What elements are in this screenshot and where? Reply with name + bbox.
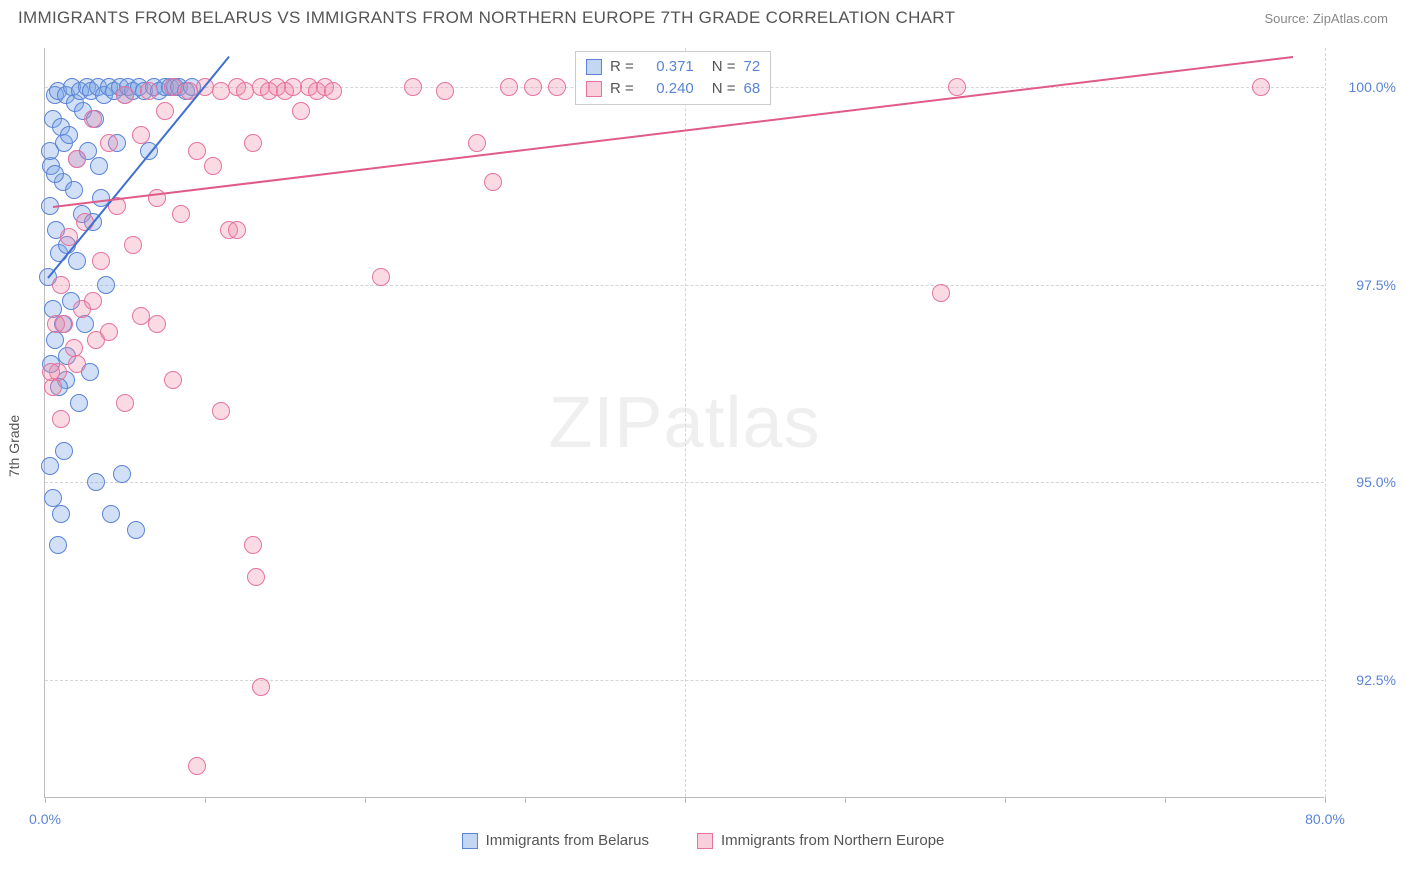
data-point — [84, 110, 102, 128]
data-point — [124, 236, 142, 254]
x-minor-tick — [45, 797, 46, 803]
y-tick-label: 95.0% — [1332, 474, 1396, 490]
data-point — [84, 292, 102, 310]
data-point — [372, 268, 390, 286]
gridline-v — [1325, 48, 1326, 797]
data-point — [102, 505, 120, 523]
x-minor-tick — [205, 797, 206, 803]
data-point — [100, 134, 118, 152]
legend-stats-row: R =0.240N =68 — [586, 78, 760, 100]
data-point — [97, 276, 115, 294]
data-point — [948, 78, 966, 96]
data-point — [524, 78, 542, 96]
legend-swatch — [586, 59, 602, 75]
data-point — [90, 157, 108, 175]
data-point — [116, 86, 134, 104]
x-minor-tick — [525, 797, 526, 803]
legend-swatch — [586, 81, 602, 97]
data-point — [212, 402, 230, 420]
data-point — [244, 536, 262, 554]
data-point — [42, 363, 60, 381]
legend-label: Immigrants from Northern Europe — [721, 832, 944, 849]
data-point — [404, 78, 422, 96]
data-point — [44, 378, 62, 396]
data-point — [140, 82, 158, 100]
data-point — [228, 221, 246, 239]
x-minor-tick — [1165, 797, 1166, 803]
data-point — [164, 78, 182, 96]
data-point — [436, 82, 454, 100]
chart-source: Source: ZipAtlas.com — [1264, 11, 1388, 26]
data-point — [52, 276, 70, 294]
data-point — [68, 252, 86, 270]
data-point — [70, 394, 88, 412]
data-point — [324, 82, 342, 100]
x-minor-tick — [685, 797, 686, 803]
data-point — [548, 78, 566, 96]
legend-swatch — [697, 833, 713, 849]
data-point — [46, 331, 64, 349]
data-point — [92, 252, 110, 270]
x-minor-tick — [845, 797, 846, 803]
chart-header: IMMIGRANTS FROM BELARUS VS IMMIGRANTS FR… — [0, 0, 1406, 32]
legend-swatch — [462, 833, 478, 849]
legend-item: Immigrants from Northern Europe — [697, 832, 944, 849]
data-point — [52, 505, 70, 523]
data-point — [500, 78, 518, 96]
data-point — [247, 568, 265, 586]
data-point — [100, 323, 118, 341]
gridline-v — [685, 48, 686, 797]
legend-stats-row: R =0.371N =72 — [586, 56, 760, 78]
legend-label: Immigrants from Belarus — [486, 832, 649, 849]
data-point — [188, 757, 206, 775]
data-point — [55, 442, 73, 460]
y-tick-label: 92.5% — [1332, 672, 1396, 688]
data-point — [172, 205, 190, 223]
legend-item: Immigrants from Belarus — [462, 832, 649, 849]
data-point — [52, 410, 70, 428]
data-point — [292, 102, 310, 120]
data-point — [47, 315, 65, 333]
data-point — [65, 181, 83, 199]
y-axis-label: 7th Grade — [6, 415, 22, 477]
data-point — [244, 134, 262, 152]
data-point — [116, 394, 134, 412]
legend-bottom: Immigrants from Belarus Immigrants from N… — [0, 832, 1406, 849]
scatter-chart: ZIPatlas 92.5%95.0%97.5%100.0%0.0%80.0%R… — [44, 48, 1324, 798]
data-point — [188, 142, 206, 160]
data-point — [132, 126, 150, 144]
data-point — [41, 142, 59, 160]
data-point — [60, 126, 78, 144]
data-point — [76, 315, 94, 333]
x-minor-tick — [1325, 797, 1326, 803]
data-point — [132, 307, 150, 325]
y-tick-label: 97.5% — [1332, 277, 1396, 293]
data-point — [148, 315, 166, 333]
data-point — [468, 134, 486, 152]
data-point — [68, 150, 86, 168]
legend-stats: R =0.371N =72R =0.240N =68 — [575, 51, 771, 105]
x-minor-tick — [365, 797, 366, 803]
x-tick-label: 0.0% — [29, 811, 61, 827]
data-point — [87, 473, 105, 491]
data-point — [46, 165, 64, 183]
data-point — [49, 536, 67, 554]
chart-title: IMMIGRANTS FROM BELARUS VS IMMIGRANTS FR… — [18, 8, 955, 28]
data-point — [204, 157, 222, 175]
data-point — [252, 678, 270, 696]
x-minor-tick — [1005, 797, 1006, 803]
data-point — [127, 521, 145, 539]
y-tick-label: 100.0% — [1332, 79, 1396, 95]
data-point — [41, 457, 59, 475]
data-point — [68, 355, 86, 373]
x-tick-label: 80.0% — [1305, 811, 1345, 827]
data-point — [164, 371, 182, 389]
data-point — [113, 465, 131, 483]
data-point — [932, 284, 950, 302]
data-point — [484, 173, 502, 191]
data-point — [1252, 78, 1270, 96]
data-point — [156, 102, 174, 120]
